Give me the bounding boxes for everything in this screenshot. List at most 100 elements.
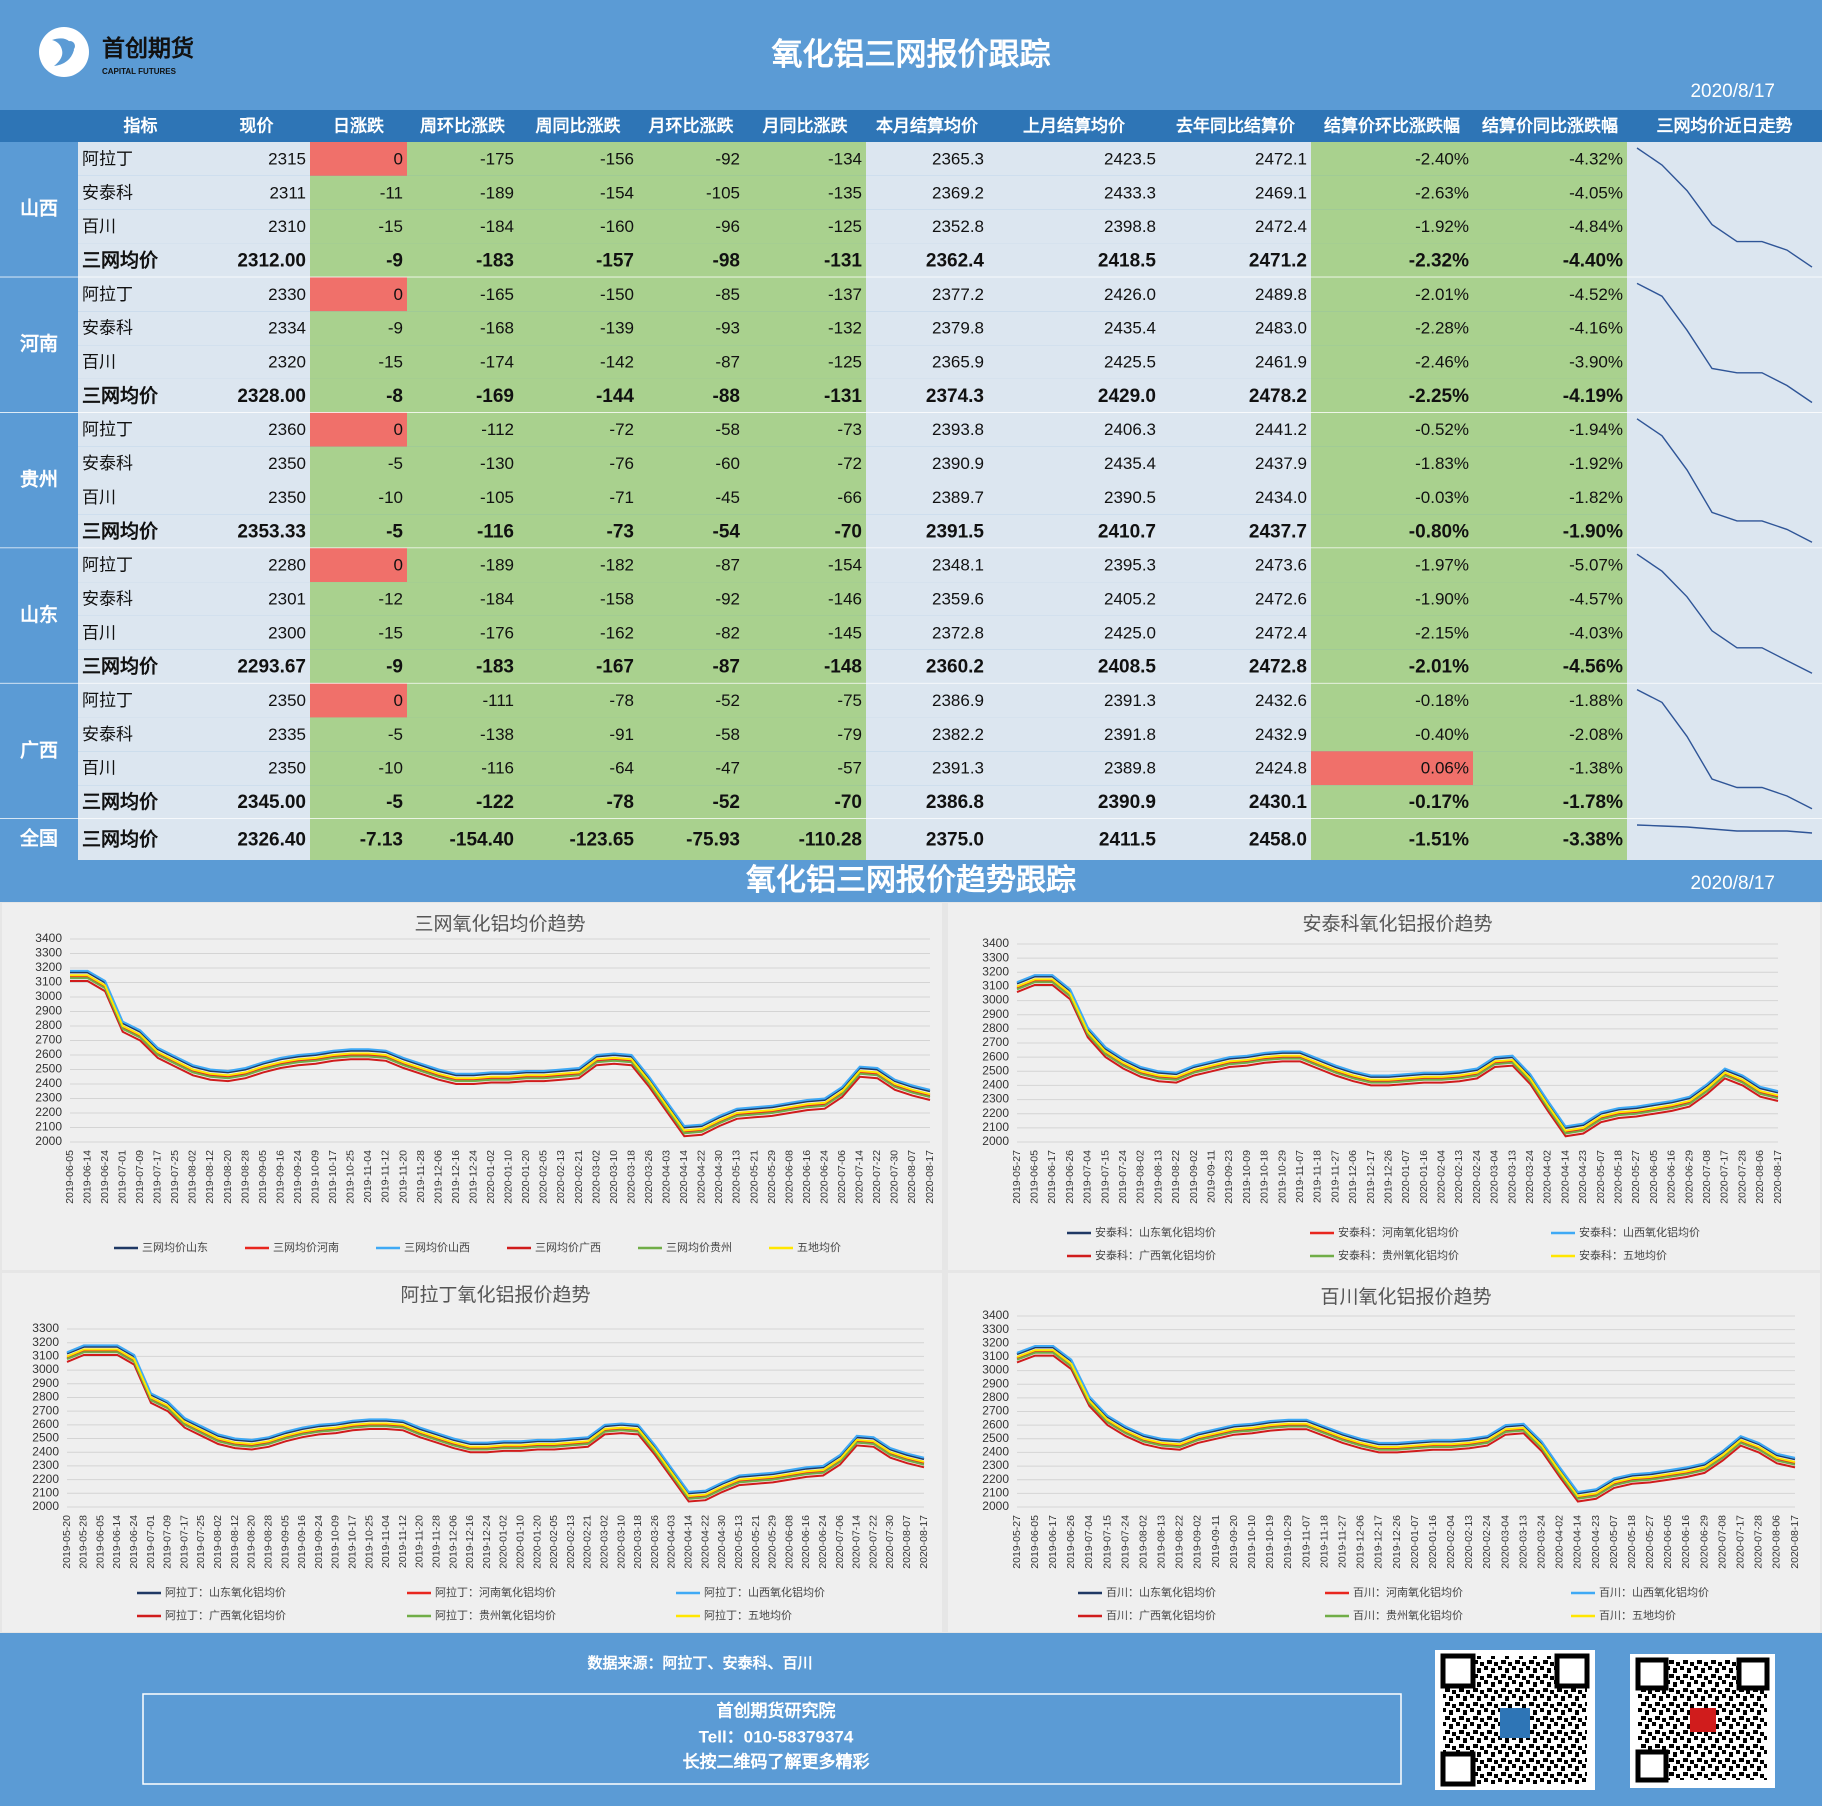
org: 首创期货研究院 xyxy=(717,1700,836,1720)
cell xyxy=(1473,412,1627,447)
cell xyxy=(310,548,407,583)
cell-text: -1.90% xyxy=(1563,521,1623,542)
x-tick-label: 2019-07-15 xyxy=(1099,1150,1111,1204)
cell-text: 2386.8 xyxy=(926,792,984,813)
legend-label: 安泰科：山东氧化铝均价 xyxy=(1095,1225,1216,1239)
x-tick-label: 2019-11-28 xyxy=(415,1150,427,1203)
cell-text: -79 xyxy=(837,725,862,744)
cell xyxy=(518,819,638,860)
y-tick-label: 2100 xyxy=(982,1486,1009,1500)
cell xyxy=(310,649,407,684)
series-line xyxy=(66,1344,925,1493)
column-header: 指标 xyxy=(124,115,158,135)
cell xyxy=(407,717,518,752)
region-label: 全国 xyxy=(19,827,58,850)
y-tick-label: 2200 xyxy=(982,1106,1009,1120)
cell xyxy=(1160,345,1311,379)
y-tick-label: 3200 xyxy=(982,964,1009,978)
cell-text: -4.16% xyxy=(1569,319,1623,338)
x-tick-label: 2020-05-21 xyxy=(748,1150,760,1204)
cell-text: -52 xyxy=(713,792,740,813)
cell-text: -182 xyxy=(600,556,634,575)
cell-text: -71 xyxy=(609,488,634,507)
cell xyxy=(1311,480,1473,515)
x-tick-label: 2019-11-04 xyxy=(362,1150,374,1203)
cell xyxy=(310,751,407,786)
cell-text: 2389.8 xyxy=(1104,759,1156,778)
cell-text: 三网均价 xyxy=(82,790,159,813)
x-tick-label: 2020-08-07 xyxy=(901,1515,913,1569)
x-tick-label: 2020-03-24 xyxy=(1524,1150,1536,1204)
cell xyxy=(1311,717,1473,752)
x-tick-label: 2020-08-17 xyxy=(1772,1150,1784,1204)
x-tick-label: 2019-08-13 xyxy=(1152,1150,1164,1204)
cell-text: 2379.8 xyxy=(932,319,984,338)
series-line xyxy=(66,1351,925,1500)
cell-text: -64 xyxy=(609,759,634,778)
cell-text: -1.83% xyxy=(1415,454,1469,473)
x-tick-label: 2019-12-06 xyxy=(1355,1515,1367,1569)
cell xyxy=(1311,142,1473,176)
y-tick-label: 3200 xyxy=(35,960,62,974)
cell-text: -134 xyxy=(828,149,862,168)
x-tick-label: 2020-01-16 xyxy=(1427,1515,1439,1569)
y-tick-label: 2800 xyxy=(982,1390,1009,1404)
y-tick-label: 2100 xyxy=(32,1485,59,1499)
cell-text: 2315 xyxy=(268,149,306,168)
cell-text: 2374.3 xyxy=(926,386,984,407)
cell-text: 2458.0 xyxy=(1249,830,1307,851)
cell xyxy=(1473,615,1627,650)
cell-text: 2433.3 xyxy=(1104,183,1156,202)
cell xyxy=(744,209,866,244)
cell-text: 0.06% xyxy=(1421,759,1469,778)
cell-text: 2293.67 xyxy=(237,657,306,678)
cell xyxy=(407,683,518,718)
y-tick-label: 3100 xyxy=(32,1349,59,1363)
cell xyxy=(310,142,407,176)
region-cell xyxy=(0,548,78,684)
cell xyxy=(310,311,407,346)
x-tick-label: 2020-02-13 xyxy=(565,1515,577,1569)
x-tick-label: 2020-02-21 xyxy=(582,1515,594,1569)
cell xyxy=(638,751,744,786)
cell xyxy=(744,142,866,176)
x-tick-label: 2019-07-15 xyxy=(1101,1515,1113,1569)
y-tick-label: 2500 xyxy=(982,1063,1009,1077)
x-tick-label: 2019-11-20 xyxy=(414,1515,426,1568)
cell-text: 百川 xyxy=(82,759,116,778)
cell xyxy=(1473,142,1627,176)
y-tick-label: 2600 xyxy=(32,1417,59,1431)
x-tick-label: 2020-06-24 xyxy=(818,1150,830,1204)
x-tick-label: 2020-07-28 xyxy=(1753,1515,1765,1569)
x-tick-label: 2019-09-24 xyxy=(292,1150,304,1204)
cell xyxy=(1160,209,1311,244)
cell-text: 2350 xyxy=(268,759,306,778)
cell xyxy=(638,345,744,379)
x-tick-label: 2020-05-18 xyxy=(1626,1515,1638,1569)
cell-text: 阿拉丁 xyxy=(82,556,133,575)
cell xyxy=(78,582,203,616)
cell xyxy=(988,683,1160,718)
cell xyxy=(203,582,310,616)
cell xyxy=(866,243,988,278)
sparkline xyxy=(1636,282,1813,404)
cell xyxy=(203,819,310,860)
cell xyxy=(518,243,638,278)
cell xyxy=(203,277,310,312)
note: 长按二维码了解更多精彩 xyxy=(683,1751,870,1771)
cell-text: 2472.4 xyxy=(1255,623,1307,642)
y-tick-label: 2500 xyxy=(32,1431,59,1445)
cell-text: 安泰科 xyxy=(82,319,133,338)
cell-text: 百川 xyxy=(82,353,116,372)
y-tick-label: 2900 xyxy=(35,1004,62,1018)
sparkline xyxy=(1636,688,1813,810)
x-tick-label: 2020-02-24 xyxy=(1471,1150,1483,1204)
cell-text: -75.93 xyxy=(686,830,740,851)
cell xyxy=(638,548,744,583)
y-tick-label: 3000 xyxy=(32,1362,59,1376)
x-tick-label: 2019-07-09 xyxy=(134,1150,146,1204)
cell xyxy=(407,175,518,210)
cell xyxy=(988,582,1160,616)
